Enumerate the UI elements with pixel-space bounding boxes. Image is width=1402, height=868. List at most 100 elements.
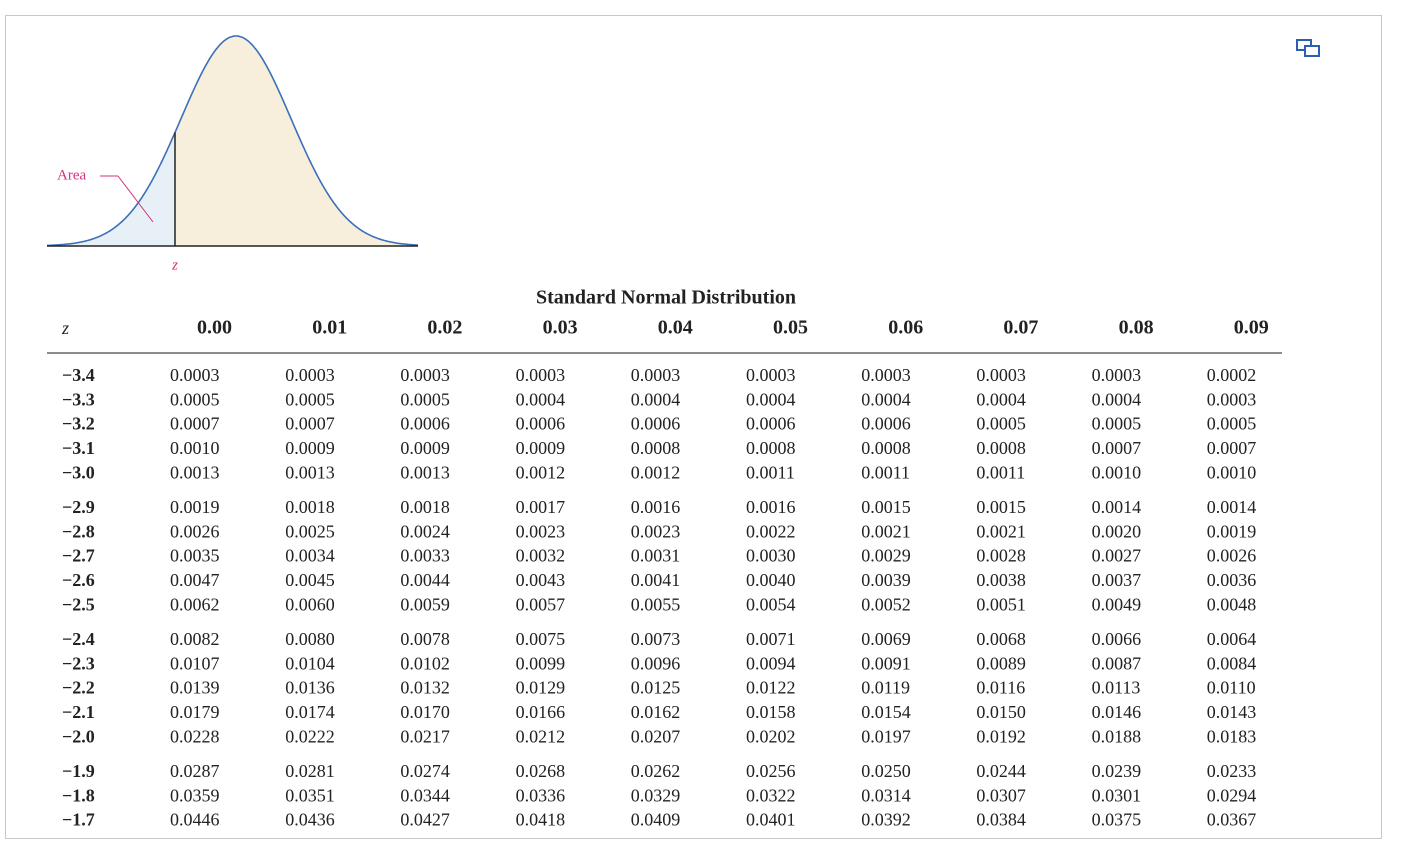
value-cell: 0.0006 (631, 414, 681, 434)
value-cell: 0.0039 (861, 570, 911, 590)
value-cell: 0.0049 (1092, 594, 1142, 614)
value-cell: 0.0250 (861, 761, 911, 781)
value-cell: 0.0233 (1207, 761, 1257, 781)
value-cell: 0.0026 (170, 521, 220, 541)
value-cell: 0.0197 (861, 726, 911, 746)
value-cell: 0.0007 (285, 414, 335, 434)
value-cell: 0.0018 (400, 497, 450, 517)
value-cell: 0.0021 (861, 521, 911, 541)
value-cell: 0.0080 (285, 629, 335, 649)
value-cell: 0.0014 (1092, 497, 1142, 517)
value-cell: 0.0011 (976, 462, 1025, 482)
value-cell: 0.0062 (170, 594, 220, 614)
value-cell: 0.0207 (631, 726, 681, 746)
value-cell: 0.0023 (516, 521, 566, 541)
value-cell: 0.0019 (1207, 521, 1257, 541)
value-cell: 0.0003 (516, 365, 566, 385)
value-cell: 0.0022 (746, 521, 796, 541)
value-cell: 0.0262 (631, 761, 681, 781)
value-cell: 0.0055 (631, 594, 681, 614)
value-cell: 0.0013 (285, 462, 335, 482)
z-cell: −3.4 (62, 365, 95, 385)
z-cell: −2.0 (62, 726, 95, 746)
value-cell: 0.0192 (976, 726, 1026, 746)
value-cell: 0.0183 (1207, 726, 1257, 746)
value-cell: 0.0028 (976, 546, 1026, 566)
expand-icon[interactable] (1296, 39, 1320, 57)
value-cell: 0.0005 (1092, 414, 1142, 434)
value-cell: 0.0012 (516, 462, 566, 482)
value-cell: 0.0003 (976, 365, 1026, 385)
value-cell: 0.0150 (976, 702, 1026, 722)
z-cell: −2.8 (62, 521, 95, 541)
value-cell: 0.0008 (976, 438, 1026, 458)
header-cell: z (61, 318, 69, 338)
value-cell: 0.0038 (976, 570, 1026, 590)
value-cell: 0.0099 (516, 653, 566, 673)
value-cell: 0.0104 (285, 653, 335, 673)
value-cell: 0.0005 (976, 414, 1026, 434)
header-cell: 0.08 (1119, 317, 1154, 339)
value-cell: 0.0003 (1092, 365, 1142, 385)
value-cell: 0.0239 (1092, 761, 1142, 781)
value-cell: 0.0017 (516, 497, 566, 517)
value-cell: 0.0446 (170, 810, 220, 830)
value-cell: 0.0228 (170, 726, 220, 746)
value-cell: 0.0351 (285, 785, 335, 805)
value-cell: 0.0023 (631, 521, 681, 541)
value-cell: 0.0041 (631, 570, 681, 590)
value-cell: 0.0007 (1092, 438, 1142, 458)
body-area (175, 36, 418, 246)
z-cell: −2.7 (62, 546, 95, 566)
value-cell: 0.0025 (285, 521, 335, 541)
value-cell: 0.0179 (170, 702, 220, 722)
value-cell: 0.0287 (170, 761, 220, 781)
z-cell: −2.9 (62, 497, 95, 517)
value-cell: 0.0409 (631, 810, 681, 830)
value-cell: 0.0004 (631, 389, 681, 409)
value-cell: 0.0301 (1092, 785, 1142, 805)
z-cell: −2.3 (62, 653, 95, 673)
value-cell: 0.0015 (861, 497, 911, 517)
header-cell: 0.02 (427, 317, 462, 339)
value-cell: 0.0375 (1092, 810, 1142, 830)
value-cell: 0.0011 (746, 462, 795, 482)
z-cell: −2.5 (62, 594, 95, 614)
value-cell: 0.0003 (861, 365, 911, 385)
value-cell: 0.0268 (516, 761, 566, 781)
header-cell: 0.05 (773, 317, 808, 339)
table-title: Standard Normal Distribution (536, 287, 796, 309)
z-cell: −2.6 (62, 570, 95, 590)
value-cell: 0.0307 (976, 785, 1026, 805)
z-cell: −2.2 (62, 678, 95, 698)
value-cell: 0.0401 (746, 810, 796, 830)
value-cell: 0.0075 (516, 629, 566, 649)
value-cell: 0.0009 (516, 438, 566, 458)
value-cell: 0.0033 (400, 546, 450, 566)
value-cell: 0.0007 (1207, 438, 1257, 458)
tail-area (47, 132, 175, 246)
value-cell: 0.0020 (1092, 521, 1142, 541)
value-cell: 0.0008 (746, 438, 796, 458)
value-cell: 0.0021 (976, 521, 1026, 541)
value-cell: 0.0004 (1092, 389, 1142, 409)
value-cell: 0.0222 (285, 726, 335, 746)
value-cell: 0.0026 (1207, 546, 1257, 566)
value-cell: 0.0122 (746, 678, 796, 698)
value-cell: 0.0052 (861, 594, 911, 614)
value-cell: 0.0003 (170, 365, 220, 385)
value-cell: 0.0003 (631, 365, 681, 385)
value-cell: 0.0006 (861, 414, 911, 434)
value-cell: 0.0294 (1207, 785, 1257, 805)
value-cell: 0.0016 (631, 497, 681, 517)
value-cell: 0.0024 (400, 521, 450, 541)
z-cell: −3.1 (62, 438, 95, 458)
value-cell: 0.0008 (861, 438, 911, 458)
value-cell: 0.0044 (400, 570, 450, 590)
value-cell: 0.0010 (1092, 462, 1142, 482)
area-label: Area (57, 167, 86, 183)
value-cell: 0.0125 (631, 678, 681, 698)
value-cell: 0.0004 (746, 389, 796, 409)
value-cell: 0.0009 (285, 438, 335, 458)
value-cell: 0.0322 (746, 785, 796, 805)
